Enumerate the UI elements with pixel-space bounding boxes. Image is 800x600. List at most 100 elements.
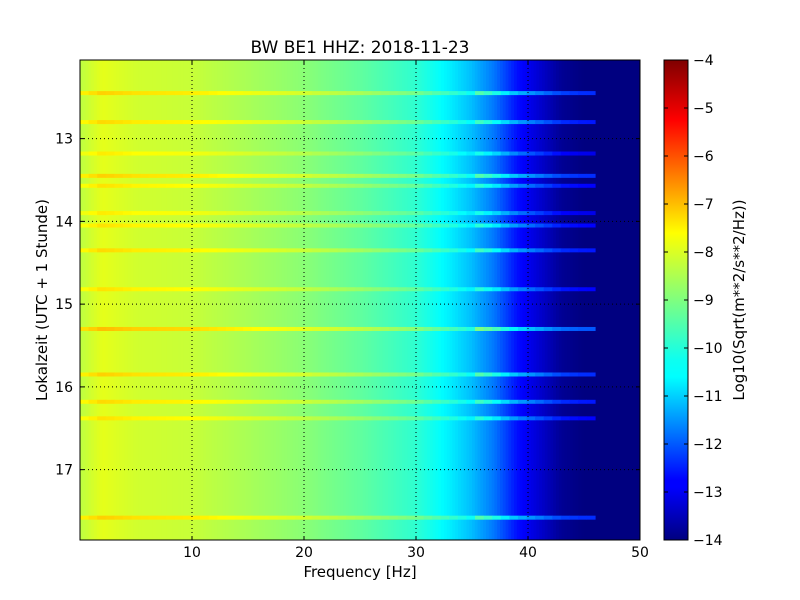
heatmap-band — [526, 372, 536, 377]
heatmap-band — [414, 173, 424, 178]
heatmap-band — [337, 183, 347, 188]
y-tick-label: 14 — [55, 214, 73, 230]
heatmap-band — [191, 151, 201, 156]
heatmap-band — [500, 326, 510, 331]
heatmap-band — [294, 372, 304, 377]
heatmap-column — [382, 60, 386, 540]
heatmap-column — [388, 60, 392, 540]
heatmap-column — [94, 60, 98, 540]
heatmap-band — [466, 372, 476, 377]
heatmap-band — [380, 211, 390, 216]
heatmap-band — [234, 399, 244, 404]
heatmap-band — [80, 416, 89, 421]
heatmap-band — [303, 372, 313, 377]
heatmap-band — [569, 515, 579, 520]
heatmap-band — [517, 372, 527, 377]
heatmap-band — [432, 416, 442, 421]
heatmap-band — [389, 120, 399, 125]
heatmap-band — [277, 248, 287, 253]
heatmap-band — [552, 183, 562, 188]
heatmap-band — [234, 91, 244, 96]
heatmap-column — [578, 60, 582, 540]
heatmap-band — [208, 287, 218, 292]
heatmap-band — [569, 211, 579, 216]
heatmap-band — [140, 183, 150, 188]
heatmap-band — [303, 416, 313, 421]
heatmap-band — [114, 223, 124, 228]
y-axis-ticks: 13 14 15 16 17 — [55, 132, 640, 479]
heatmap-column — [631, 60, 635, 540]
heatmap-band — [371, 416, 381, 421]
heatmap-band — [500, 151, 510, 156]
heatmap-band — [148, 173, 158, 178]
heatmap-band — [208, 515, 218, 520]
heatmap-band — [148, 399, 158, 404]
heatmap-band — [337, 223, 347, 228]
heatmap-band — [406, 173, 416, 178]
heatmap-band — [251, 287, 261, 292]
heatmap-band — [560, 183, 570, 188]
heatmap-band — [157, 91, 167, 96]
heatmap-band — [174, 372, 184, 377]
heatmap-band — [535, 416, 545, 421]
heatmap-band — [466, 120, 476, 125]
heatmap-column — [598, 60, 602, 540]
colorbar-tick-label: −6 — [693, 149, 714, 165]
heatmap-band — [440, 515, 450, 520]
heatmap-band — [303, 173, 313, 178]
heatmap-column — [530, 60, 535, 540]
heatmap-column — [469, 60, 473, 540]
heatmap-band — [466, 416, 476, 421]
heatmap-column — [444, 60, 448, 540]
heatmap-band — [526, 416, 536, 421]
heatmap-band — [140, 151, 150, 156]
heatmap-band — [277, 91, 287, 96]
heatmap-band — [183, 151, 193, 156]
heatmap-band — [329, 211, 338, 216]
heatmap-band — [414, 120, 424, 125]
heatmap-band — [560, 372, 570, 377]
heatmap-band — [131, 372, 141, 377]
heatmap-band — [569, 151, 579, 156]
heatmap-column — [614, 60, 619, 540]
heatmap-band — [260, 151, 270, 156]
heatmap-band — [397, 173, 407, 178]
heatmap-band — [406, 287, 416, 292]
heatmap-band — [105, 223, 115, 228]
heatmap-band — [397, 151, 407, 156]
heatmap-band — [371, 91, 381, 96]
heatmap-band — [371, 223, 381, 228]
heatmap-band — [363, 173, 373, 178]
heatmap-band — [234, 515, 244, 520]
heatmap-band — [397, 223, 407, 228]
heatmap-band — [449, 223, 459, 228]
heatmap-band — [260, 287, 270, 292]
heatmap-band — [449, 248, 459, 253]
heatmap-band — [474, 399, 484, 404]
heatmap-band — [500, 91, 510, 96]
heatmap-band — [432, 211, 442, 216]
heatmap-band — [105, 151, 115, 156]
heatmap-band — [191, 326, 201, 331]
heatmap-band — [578, 326, 588, 331]
heatmap-column — [320, 60, 325, 540]
heatmap-band — [260, 211, 270, 216]
heatmap-band — [268, 515, 278, 520]
heatmap-band — [80, 326, 89, 331]
heatmap-band — [500, 223, 510, 228]
heatmap-column — [292, 60, 297, 540]
heatmap-band — [140, 120, 150, 125]
heatmap-band — [354, 326, 364, 331]
heatmap-band — [88, 91, 98, 96]
heatmap-column — [575, 60, 579, 540]
heatmap-column — [334, 60, 339, 540]
x-axis-ticks: 10 20 30 40 50 — [183, 60, 649, 561]
heatmap-band — [389, 248, 399, 253]
heatmap-band — [243, 287, 253, 292]
heatmap-column — [514, 60, 518, 540]
heatmap-band — [500, 399, 510, 404]
heatmap-column — [550, 60, 554, 540]
heatmap-band — [294, 399, 304, 404]
heatmap-band — [371, 120, 381, 125]
heatmap-column — [309, 60, 313, 540]
